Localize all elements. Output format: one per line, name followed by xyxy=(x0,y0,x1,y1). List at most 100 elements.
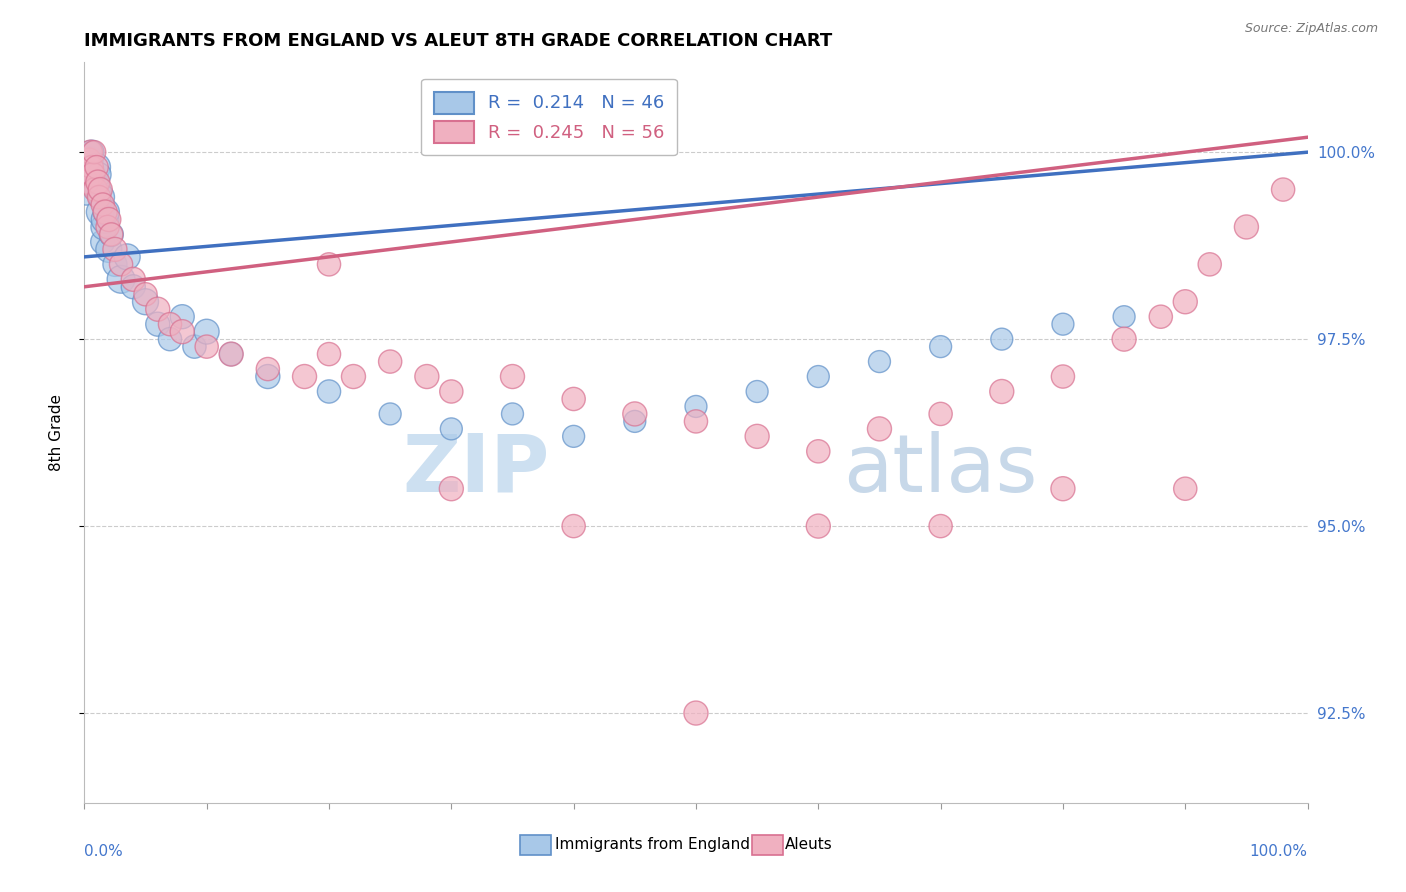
Point xyxy=(89,205,111,219)
Point xyxy=(1236,219,1258,234)
Text: atlas: atlas xyxy=(842,431,1038,508)
Point xyxy=(159,317,181,331)
Point xyxy=(104,243,127,257)
Point xyxy=(91,197,114,211)
Point xyxy=(79,153,101,167)
Point xyxy=(172,310,194,324)
Point xyxy=(80,160,103,174)
Point xyxy=(104,257,127,271)
Point xyxy=(257,369,280,384)
Point xyxy=(135,287,157,301)
Point xyxy=(807,369,830,384)
Point xyxy=(110,272,132,286)
Point xyxy=(219,347,242,361)
Point xyxy=(440,482,463,496)
Point xyxy=(562,392,585,406)
Point xyxy=(122,272,145,286)
Point xyxy=(77,153,100,167)
Point xyxy=(1174,482,1197,496)
Point xyxy=(440,422,463,436)
Point xyxy=(100,227,122,242)
Point xyxy=(219,347,242,361)
Point xyxy=(1052,369,1074,384)
Point xyxy=(76,183,98,197)
Point xyxy=(87,190,110,204)
Point xyxy=(90,190,112,204)
Point xyxy=(135,294,157,309)
Point xyxy=(929,407,952,421)
Point xyxy=(93,219,115,234)
Point xyxy=(110,257,132,271)
Point xyxy=(1272,183,1295,197)
Point xyxy=(183,340,205,354)
Point xyxy=(83,168,105,182)
Point xyxy=(146,317,169,331)
Point xyxy=(195,340,218,354)
Point xyxy=(929,340,952,354)
Point xyxy=(1114,332,1136,346)
Point xyxy=(97,212,120,227)
Point xyxy=(77,160,100,174)
Point xyxy=(747,384,769,399)
Text: ZIP: ZIP xyxy=(402,431,550,508)
Point xyxy=(1198,257,1220,271)
Point xyxy=(79,145,101,160)
Text: Immigrants from England: Immigrants from England xyxy=(555,838,751,852)
Text: IMMIGRANTS FROM ENGLAND VS ALEUT 8TH GRADE CORRELATION CHART: IMMIGRANTS FROM ENGLAND VS ALEUT 8TH GRA… xyxy=(84,32,832,50)
Y-axis label: 8th Grade: 8th Grade xyxy=(49,394,63,471)
Point xyxy=(80,145,103,160)
Point xyxy=(87,168,110,182)
Point xyxy=(86,160,108,174)
Point xyxy=(562,429,585,443)
Point xyxy=(87,183,110,197)
Point xyxy=(342,369,364,384)
Point xyxy=(318,257,340,271)
Point xyxy=(82,168,104,182)
Point xyxy=(807,444,830,458)
Point xyxy=(84,183,107,197)
Point xyxy=(87,175,110,189)
Point xyxy=(624,414,647,428)
Point xyxy=(685,400,707,414)
Point xyxy=(869,354,891,368)
Point xyxy=(97,243,120,257)
Point xyxy=(84,175,107,189)
Point xyxy=(318,347,340,361)
Point xyxy=(318,384,340,399)
Point xyxy=(502,369,524,384)
Point xyxy=(89,183,111,197)
Point xyxy=(416,369,439,384)
Point xyxy=(1187,818,1209,832)
Point xyxy=(929,519,952,533)
Point xyxy=(122,280,145,294)
Point xyxy=(624,407,647,421)
Point xyxy=(1150,310,1173,324)
Point xyxy=(562,519,585,533)
Point xyxy=(1052,317,1074,331)
Point xyxy=(77,145,100,160)
Point xyxy=(1174,294,1197,309)
Text: 0.0%: 0.0% xyxy=(84,844,124,858)
Point xyxy=(807,519,830,533)
Point xyxy=(685,706,707,720)
Point xyxy=(86,160,108,174)
Point xyxy=(685,414,707,428)
Point xyxy=(146,302,169,317)
Point xyxy=(380,407,402,421)
Point xyxy=(502,407,524,421)
Point xyxy=(76,175,98,189)
Point xyxy=(380,354,402,368)
Point xyxy=(294,369,316,384)
Text: Aleuts: Aleuts xyxy=(785,838,832,852)
Point xyxy=(747,429,769,443)
Legend: R =  0.214   N = 46, R =  0.245   N = 56: R = 0.214 N = 46, R = 0.245 N = 56 xyxy=(422,78,678,155)
Point xyxy=(159,332,181,346)
Point xyxy=(94,212,117,227)
Point xyxy=(1114,310,1136,324)
Point xyxy=(83,145,105,160)
Point xyxy=(97,219,120,234)
Point xyxy=(195,325,218,339)
Point xyxy=(115,250,138,264)
Point xyxy=(91,235,114,249)
Point xyxy=(172,325,194,339)
